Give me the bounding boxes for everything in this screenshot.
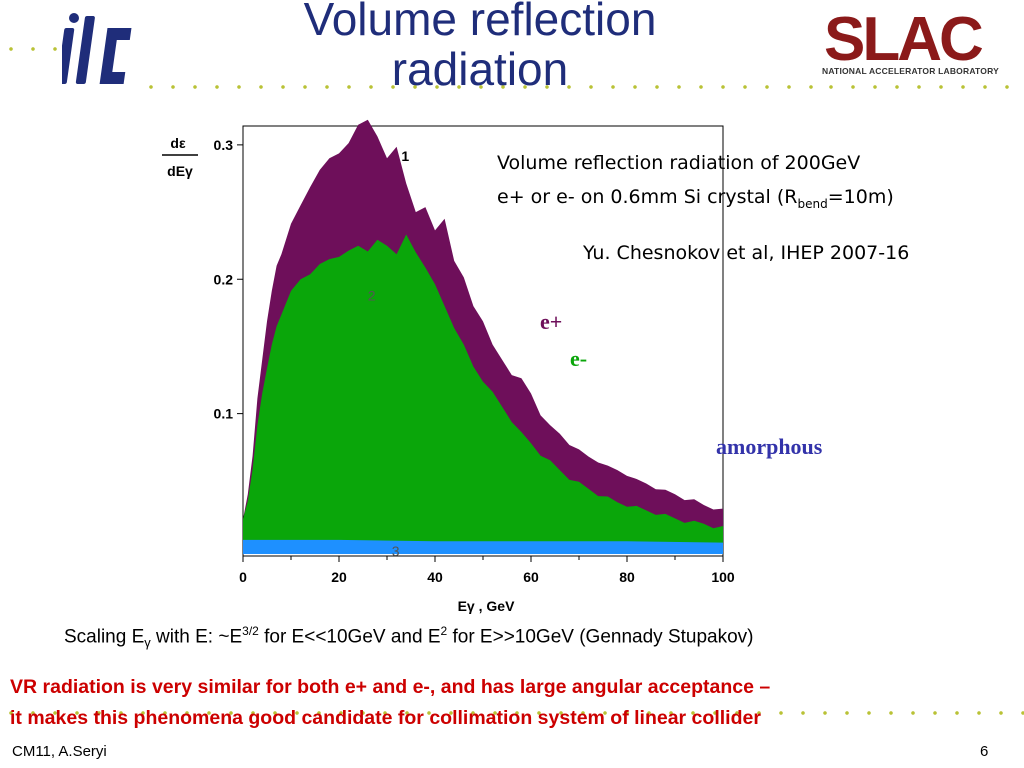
area-eminus — [243, 234, 723, 548]
scaling-text-4: for E>>10GeV (Gennady Stupakov) — [447, 626, 754, 648]
dotted-line-right — [820, 84, 1024, 90]
legend-e-minus: e- — [570, 346, 588, 371]
description-line-1: Volume reflection radiation of 200GeV — [497, 152, 861, 174]
conclusion-line-1: VR radiation is very similar for both e+… — [10, 676, 771, 698]
x-tick-label: 100 — [711, 569, 735, 585]
scaling-sup-2: 2 — [440, 624, 448, 638]
area-amorphous — [243, 539, 723, 548]
scaling-sub: γ — [144, 635, 151, 651]
x-tick-label: 0 — [239, 569, 247, 585]
dotted-line-top — [140, 84, 820, 90]
description-line-2-end: =10m) — [827, 186, 894, 208]
curve-label-3: 3 — [392, 543, 400, 559]
scaling-text-2: with E: ~E — [150, 626, 243, 648]
curve-label-1: 1 — [401, 148, 409, 164]
description-line-2-text: e+ or e- on 0.6mm Si crystal (R — [497, 186, 798, 208]
ilc-logo — [62, 13, 132, 84]
dotted-line-left — [0, 46, 60, 52]
slide-title: Volume reflection radiation — [190, 0, 770, 94]
curve-label-2: 2 — [368, 288, 376, 304]
y-label-denominator: dEγ — [167, 163, 193, 179]
curve-labels: 1 2 3 — [368, 148, 410, 559]
dotted-line-bottom — [0, 710, 1024, 716]
description-line-2-subscript: bend — [797, 196, 828, 211]
legend-amorphous: amorphous — [716, 434, 823, 459]
slac-logo-text: SLAC — [824, 8, 983, 66]
scaling-text-1: Scaling E — [64, 626, 145, 648]
amorphous-band — [243, 548, 723, 554]
y-tick-label: 0.1 — [214, 406, 234, 422]
x-tick-label: 80 — [619, 569, 635, 585]
title-line-1: Volume reflection — [303, 0, 657, 45]
y-label-numerator: dε — [170, 135, 186, 151]
legend-e-plus: e+ — [540, 309, 563, 334]
chart-axes: 0 20 40 60 80 100 0.1 0.2 0.3 — [214, 137, 735, 585]
page-number: 6 — [980, 743, 989, 760]
chart-areas — [243, 119, 723, 554]
conclusion: VR radiation is very similar for both e+… — [10, 672, 770, 734]
description-line-2: e+ or e- on 0.6mm Si crystal (Rbend=10m) — [497, 180, 894, 221]
slac-logo: SLAC — [824, 8, 986, 66]
y-tick-label: 0.3 — [214, 137, 234, 153]
x-label: Eγ , GeV — [458, 598, 515, 614]
slac-subtitle: NATIONAL ACCELERATOR LABORATORY — [822, 66, 999, 76]
footer-author: CM11, A.Seryi — [12, 743, 107, 760]
x-tick-label: 40 — [427, 569, 443, 585]
x-tick-label: 20 — [331, 569, 347, 585]
vr-radiation-chart: 0 20 40 60 80 100 0.1 0.2 0.3 1 2 3 dε dEγ Eγ , Ge… — [162, 119, 735, 614]
y-tick-label: 0.2 — [214, 271, 234, 287]
scaling-sup-1: 3/2 — [242, 624, 259, 638]
scaling-text-3: for E<<10GeV and E — [258, 626, 441, 648]
reference: Yu. Chesnokov et al, IHEP 2007-16 — [583, 242, 910, 264]
conclusion-line-2: it makes this phenomena good candidate f… — [10, 707, 761, 729]
x-tick-label: 60 — [523, 569, 539, 585]
scaling-note: Scaling Eγ with E: ~E3/2 for E<<10GeV an… — [64, 624, 754, 650]
description: Volume reflection radiation of 200GeV e+… — [497, 146, 894, 221]
